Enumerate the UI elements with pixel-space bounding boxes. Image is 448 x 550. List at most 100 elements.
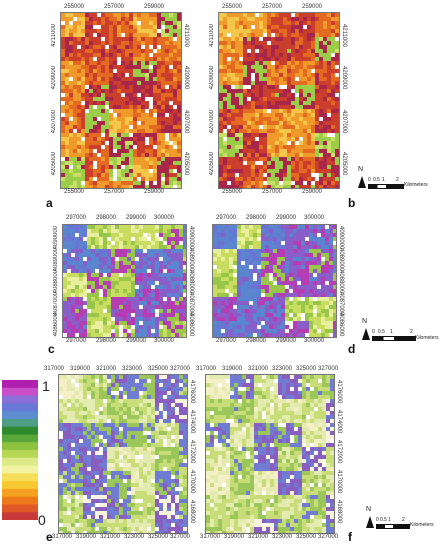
tick-top: 298000 [246,215,267,221]
tick-left: 4211000 [51,24,57,47]
tick-left: 4211000 [209,24,215,47]
panel-label-a: a [46,196,53,210]
tick-bottom: 297000 [216,338,237,344]
tick-left: 4205000 [209,152,215,176]
tick-right: 4168000 [189,500,195,524]
tick-top: 297000 [216,215,237,221]
tick-top: 325000 [148,366,169,372]
tick-top: 327000 [318,366,339,372]
map-e-frame [58,374,188,534]
legend-swatch [2,434,38,443]
tick-top: 321000 [96,366,117,372]
tick-top: 257000 [262,4,283,10]
tick-right: 4088000 [188,270,194,294]
tick-right: 4176000 [189,380,195,404]
tick-left: 4087000 [53,292,59,316]
tick-right: 4088000 [338,270,344,294]
tick-right: 4176000 [336,380,342,404]
legend-color-ramp [2,380,38,520]
tick-bottom: 327000 [318,534,339,540]
tick-right: 4089000 [188,248,194,272]
tick-left: 4209000 [51,66,57,90]
legend-swatch [2,418,38,428]
panel-label-d: d [348,342,356,356]
legend-swatch [2,488,38,498]
scale-unit: Kilometers [404,182,428,188]
tick-right: 4086000 [338,313,344,337]
tick-top: 299000 [276,215,297,221]
tick-right: 4172000 [336,440,342,464]
tick-left: 4089000 [53,248,59,272]
legend-swatch [2,442,38,451]
tick-bottom: 299000 [276,338,297,344]
tick-bottom: 317000 [200,534,221,540]
tick-top: 319000 [70,366,91,372]
scale-tick-label: 0.5 [380,517,387,523]
tick-top: 255000 [222,4,243,10]
legend-swatch [2,496,38,505]
panel-label-c: c [48,342,55,356]
map-f-raster [206,375,334,533]
map-a-raster [61,13,181,188]
scale-tick-label: 2 [396,177,399,183]
map-d-raster [213,225,336,337]
tick-right: 4174000 [189,410,195,434]
tick-bottom: 323000 [272,534,293,540]
tick-right: 4087000 [188,292,194,316]
scale-tick-label: 0 [376,517,379,523]
tick-top: 317000 [44,366,65,372]
tick-bottom: 300000 [304,338,325,344]
legend-swatch [2,465,38,474]
scale-tick-label: 0 [368,177,371,183]
tick-top: 317000 [196,366,217,372]
tick-right: 4168000 [336,500,342,524]
tick-right: 4086000 [188,313,194,337]
tick-bottom: 298000 [96,338,117,344]
panel-label-b: b [348,196,356,210]
tick-right: 4090000 [338,226,344,250]
tick-right: 4089000 [338,248,344,272]
tick-bottom: 299000 [126,338,147,344]
panel-label-e: e [46,530,53,544]
legend-swatch [2,403,38,412]
north-label: N [362,318,368,325]
tick-bottom: 319000 [76,534,97,540]
tick-right: 4087000 [338,292,344,316]
tick-top: 299000 [126,215,147,221]
tick-bottom: 255000 [64,189,85,195]
tick-bottom: 321000 [248,534,269,540]
tick-top: 325000 [296,366,317,372]
tick-right: 4170000 [189,470,195,494]
map-d-frame [212,224,337,338]
tick-right: 4170000 [336,470,342,494]
tick-right: 4172000 [189,440,195,464]
tick-top: 259000 [302,4,323,10]
map-a-frame [60,12,182,189]
tick-left: 4207000 [209,110,215,134]
tick-top: 327000 [170,366,191,372]
map-c-frame [62,224,187,338]
north-arrow-icon [358,176,366,188]
legend-swatch [2,481,38,490]
scale-tick-label: 2 [410,329,413,335]
scale-bar-3: N 0 0.5 1 2 Kilometers [360,506,448,538]
legend-swatch [2,387,38,397]
tick-top: 323000 [272,366,293,372]
scale-bar-graphic [372,336,416,341]
map-b-raster [219,13,339,188]
north-arrow-icon [362,328,370,340]
scale-bar-2: N 0 0.5 1 2 Kilometers [356,318,446,350]
tick-top: 297000 [66,215,87,221]
tick-bottom: 327000 [170,534,191,540]
tick-bottom: 257000 [262,189,283,195]
tick-bottom: 319000 [224,534,245,540]
scale-tick-label: 2 [402,517,405,523]
tick-bottom: 257000 [104,189,125,195]
scale-tick-label: 1 [388,517,391,523]
tick-left: 4205000 [51,152,57,176]
tick-bottom: 297000 [66,338,87,344]
tick-top: 319000 [222,366,243,372]
tick-top: 255000 [64,4,85,10]
tick-bottom: 259000 [302,189,323,195]
panel-label-f: f [348,530,352,544]
